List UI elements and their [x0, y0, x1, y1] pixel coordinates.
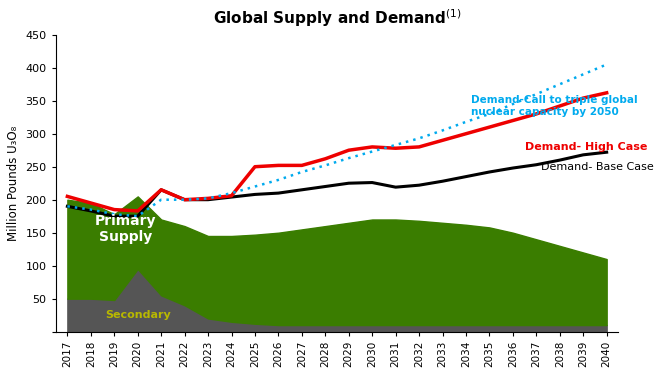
Text: Demand- High Case: Demand- High Case	[524, 142, 647, 152]
Text: Demand-Call to triple global
nuclear capacity by 2050: Demand-Call to triple global nuclear cap…	[471, 95, 637, 117]
Title: Global Supply and Demand$^{(1)}$: Global Supply and Demand$^{(1)}$	[213, 7, 462, 29]
Text: Demand- Base Case: Demand- Base Case	[541, 162, 654, 172]
Text: Secondary: Secondary	[105, 310, 171, 320]
Text: Primary
Supply: Primary Supply	[95, 214, 157, 245]
Y-axis label: Million Pounds U₃O₈: Million Pounds U₃O₈	[7, 126, 20, 241]
